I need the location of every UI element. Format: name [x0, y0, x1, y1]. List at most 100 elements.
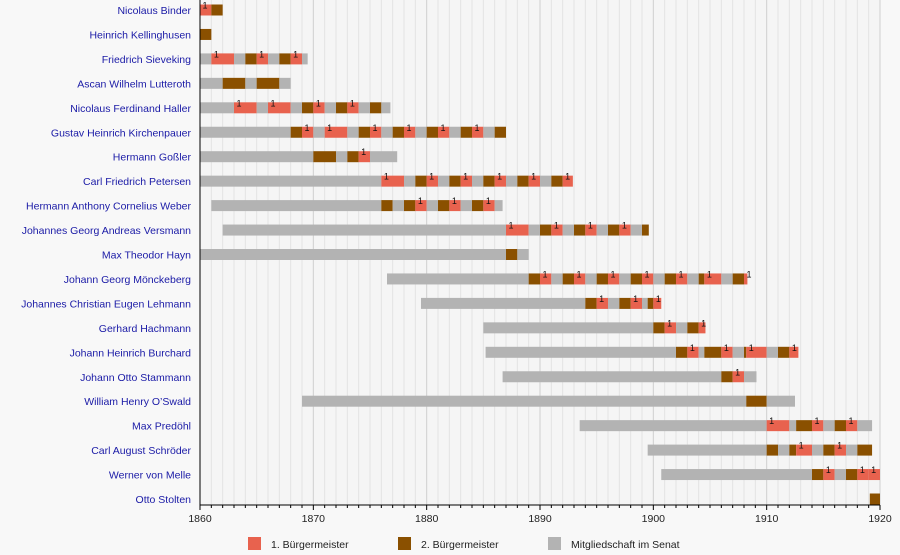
- segment-first-mayor: [200, 4, 212, 16]
- segment-second-mayor: [574, 224, 586, 236]
- segment-second-mayor: [381, 200, 393, 212]
- row-label: Werner von Melle: [109, 470, 191, 482]
- segment-second-mayor: [746, 395, 767, 407]
- segment-second-mayor: [460, 126, 472, 138]
- row-10: [200, 249, 529, 260]
- x-tick-label: 1860: [188, 513, 212, 525]
- segment-second-mayor: [222, 77, 246, 89]
- segment-senate: [404, 175, 416, 187]
- segment-first-mayor: [796, 444, 812, 456]
- segment-second-mayor: [290, 126, 302, 138]
- segment-first-mayor: [676, 273, 688, 285]
- segment-first-mayor: [472, 126, 484, 138]
- segment-second-mayor: [687, 322, 699, 334]
- segment-second-mayor: [540, 224, 552, 236]
- segment-first-mayor: [358, 151, 370, 163]
- segment-second-mayor: [698, 273, 705, 285]
- row-label: Carl August Schröder: [91, 445, 191, 457]
- row-20: [869, 493, 880, 505]
- first-mayor-marker: 1: [588, 221, 593, 231]
- segment-first-mayor: [868, 469, 880, 481]
- legend-label: Mitgliedschaft im Senat: [571, 539, 680, 551]
- legend-swatch: [248, 537, 261, 550]
- x-axis: 1860 1870 1880 1890 1900 1910 1920: [188, 0, 892, 525]
- first-mayor-marker: 1: [746, 269, 751, 279]
- segment-second-mayor: [358, 126, 370, 138]
- segment-senate: [502, 371, 722, 383]
- first-mayor-marker: 1: [542, 269, 547, 279]
- first-mayor-marker: 1: [690, 343, 695, 353]
- segment-second-mayor: [426, 126, 438, 138]
- segment-first-mayor: [426, 175, 438, 187]
- segment-senate: [200, 77, 223, 89]
- segment-senate: [392, 200, 404, 212]
- segment-senate: [834, 469, 846, 481]
- segment-senate: [653, 273, 665, 285]
- segment-second-mayor: [869, 493, 880, 505]
- segment-senate: [562, 224, 574, 236]
- segment-second-mayor: [664, 273, 676, 285]
- segment-first-mayor: [823, 469, 835, 481]
- first-mayor-marker: 1: [384, 172, 389, 182]
- segment-first-mayor: [704, 273, 722, 285]
- segment-first-mayor: [619, 224, 631, 236]
- first-mayor-marker: 1: [270, 98, 275, 108]
- first-mayor-marker: 1: [799, 441, 804, 451]
- row-9: 1 1 1 1: [222, 221, 649, 236]
- segment-first-mayor: [562, 175, 573, 187]
- segment-senate: [857, 420, 873, 432]
- first-mayor-marker: 1: [463, 172, 468, 182]
- first-mayor-marker: 1: [701, 318, 706, 328]
- segment-second-mayor: [245, 53, 257, 65]
- segment-senate: [245, 77, 257, 89]
- first-mayor-marker: 1: [486, 196, 491, 206]
- segment-senate: [494, 200, 503, 212]
- segment-second-mayor: [370, 102, 382, 114]
- row-5: 1 1 1 1 1 1: [200, 123, 506, 138]
- first-mayor-marker: 1: [633, 294, 638, 304]
- segment-second-mayor: [642, 224, 649, 236]
- first-mayor-marker: 1: [610, 269, 615, 279]
- segment-first-mayor: [766, 420, 790, 432]
- segment-senate: [483, 322, 654, 334]
- first-mayor-marker: 1: [440, 123, 445, 133]
- first-mayor-marker: 1: [656, 294, 661, 304]
- tenure-bars: 11 1 11 1 1 11 1 1 1 1 111 1 1 1 1 11 1 11 1 1 11 1 1 1 1 1 11 1 11 1…: [200, 1, 880, 505]
- segment-second-mayor: [517, 175, 529, 187]
- segment-senate: [268, 53, 280, 65]
- x-tick-label: 1900: [642, 513, 666, 525]
- segment-second-mayor: [256, 77, 280, 89]
- segment-first-mayor: [404, 126, 416, 138]
- segment-first-mayor: [506, 224, 529, 236]
- row-7: 1 1 1 1 1 1: [200, 172, 573, 187]
- segment-first-mayor: [687, 346, 699, 358]
- segment-second-mayor: [336, 102, 348, 114]
- segment-second-mayor: [211, 4, 223, 16]
- legend-item-senate: Mitgliedschaft im Senat: [548, 537, 680, 551]
- row-15: 1: [502, 367, 757, 383]
- first-mayor-marker: 1: [327, 123, 332, 133]
- segment-senate: [485, 346, 676, 358]
- segment-senate: [200, 249, 506, 260]
- segment-first-mayor: [313, 102, 325, 114]
- segment-second-mayor: [744, 346, 747, 358]
- x-tick-label: 1910: [755, 513, 779, 525]
- row-4: 1 1 1 1: [200, 98, 391, 114]
- first-mayor-marker: 1: [644, 269, 649, 279]
- segment-second-mayor: [302, 102, 314, 114]
- first-mayor-marker: 1: [860, 465, 865, 475]
- segment-senate: [744, 371, 757, 383]
- first-mayor-marker: 1: [749, 343, 754, 353]
- segment-senate: [200, 102, 234, 114]
- first-mayor-marker: 1: [599, 294, 604, 304]
- first-mayor-marker: 1: [361, 147, 366, 157]
- row-17: 1 1 1: [579, 416, 873, 432]
- segment-first-mayor: [494, 175, 506, 187]
- first-mayor-marker: 1: [531, 172, 536, 182]
- first-mayor-marker: 1: [497, 172, 502, 182]
- segment-second-mayor: [676, 346, 688, 358]
- segment-first-mayor: [744, 273, 748, 285]
- segment-second-mayor: [766, 444, 778, 456]
- segment-first-mayor: [596, 297, 608, 309]
